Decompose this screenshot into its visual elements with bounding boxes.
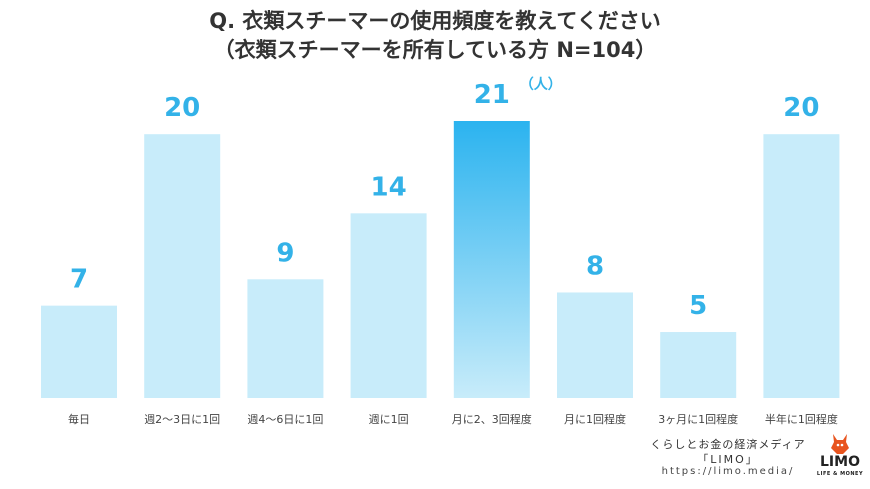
logo-subtext: LIFE & MONEY bbox=[816, 471, 864, 477]
footer-brand: 「LIMO」 bbox=[697, 453, 759, 466]
bar bbox=[453, 121, 530, 398]
bar-value-label: 20 bbox=[164, 93, 200, 123]
bar-value-label: 14 bbox=[371, 172, 407, 202]
bar bbox=[557, 292, 633, 398]
bull-icon bbox=[831, 434, 849, 454]
bar-value-label: 21 bbox=[474, 80, 510, 110]
footer-url: https://limo.media/ bbox=[661, 466, 795, 477]
x-tick-label: 月に1回程度 bbox=[564, 412, 626, 426]
bar bbox=[763, 134, 840, 398]
bar-value-label: 5 bbox=[689, 291, 707, 321]
x-tick-label: 3ヶ月に1回程度 bbox=[658, 412, 738, 426]
bar bbox=[144, 134, 221, 398]
x-tick-label: 週2〜3日に1回 bbox=[144, 413, 220, 426]
x-tick-label: 半年に1回程度 bbox=[765, 412, 838, 426]
chart-subtitle: （衣類スチーマーを所有している方 N=104） bbox=[213, 38, 657, 62]
bar-value-label: 20 bbox=[783, 93, 819, 123]
unit-label: （人） bbox=[520, 76, 562, 93]
bar-value-label: 7 bbox=[70, 265, 88, 295]
bar bbox=[247, 279, 324, 398]
bar bbox=[350, 213, 427, 398]
bar-value-label: 8 bbox=[586, 251, 604, 281]
limo-logo: LIMO LIFE & MONEY bbox=[815, 430, 865, 482]
x-tick-label: 週4〜6日に1回 bbox=[247, 413, 323, 426]
footer-tagline: くらしとお金の経済メディア bbox=[650, 438, 806, 451]
logo-text: LIMO bbox=[820, 454, 860, 470]
x-tick-label: 毎日 bbox=[68, 413, 90, 426]
bar bbox=[660, 332, 737, 398]
chart-title: Q. 衣類スチーマーの使用頻度を教えてください bbox=[209, 9, 661, 33]
x-tick-label: 月に2、3回程度 bbox=[452, 412, 532, 426]
x-tick-label: 週に1回 bbox=[369, 413, 409, 426]
bar bbox=[41, 305, 117, 398]
bar-value-label: 9 bbox=[276, 238, 294, 268]
